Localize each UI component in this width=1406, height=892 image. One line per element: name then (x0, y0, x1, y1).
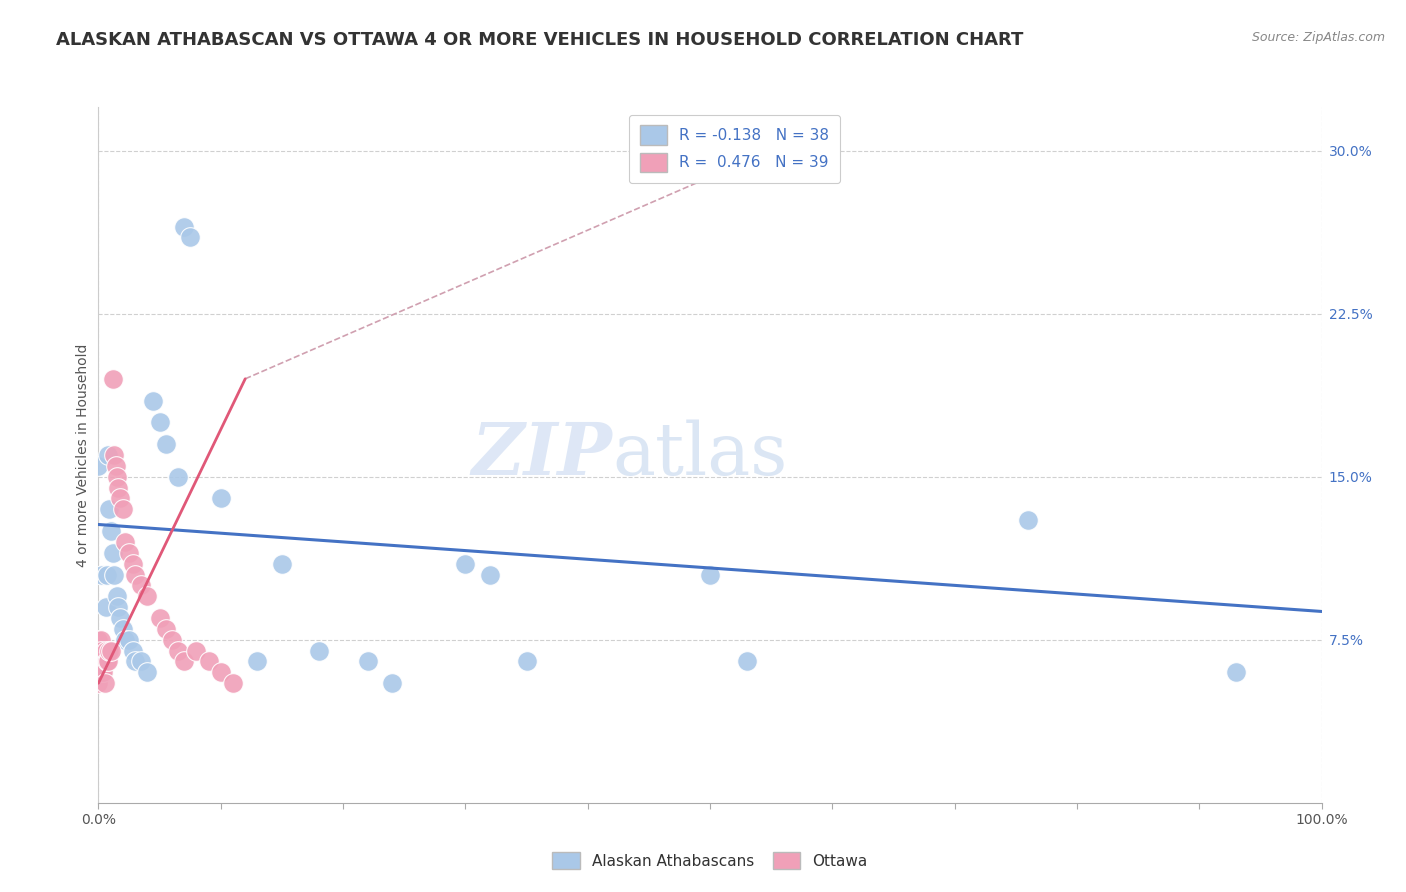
Point (87, 676, 110, 690)
Point (179, 230, 201, 244)
Point (197, 655, 219, 669)
Point (91, 665, 114, 680)
Text: ZIP: ZIP (471, 419, 612, 491)
Point (101, 546, 124, 560)
Point (246, 655, 269, 669)
Point (103, 567, 125, 582)
Point (105, 589, 128, 603)
Point (381, 676, 404, 690)
Point (94, 643, 117, 657)
Point (97, 655, 120, 669)
Point (110, 611, 132, 625)
Point (93, 676, 115, 690)
Point (87, 632, 110, 647)
Point (454, 557, 477, 571)
Point (90, 643, 112, 657)
Point (94, 600, 117, 615)
Point (124, 655, 146, 669)
Point (173, 655, 195, 669)
Point (90, 632, 112, 647)
Point (699, 567, 721, 582)
Point (129, 655, 152, 669)
Point (1225, 665, 1247, 680)
Point (107, 600, 129, 615)
Point (98, 502, 121, 516)
Point (105, 469, 128, 483)
Point (121, 557, 143, 571)
Point (167, 469, 190, 483)
Text: ALASKAN ATHABASCAN VS OTTAWA 4 OR MORE VEHICLES IN HOUSEHOLD CORRELATION CHART: ALASKAN ATHABASCAN VS OTTAWA 4 OR MORE V… (56, 31, 1024, 49)
Point (167, 643, 190, 657)
Point (1017, 513, 1039, 527)
Point (308, 643, 330, 657)
Point (149, 415, 172, 429)
Point (101, 372, 124, 386)
Point (270, 557, 294, 571)
Point (114, 535, 136, 549)
Point (735, 655, 758, 669)
Point (91, 655, 114, 669)
Point (103, 448, 125, 462)
Legend: Alaskan Athabascans, Ottawa: Alaskan Athabascans, Ottawa (543, 843, 877, 879)
Point (186, 643, 208, 657)
Point (124, 567, 146, 582)
Point (100, 524, 122, 538)
Point (142, 393, 165, 408)
Text: Source: ZipAtlas.com: Source: ZipAtlas.com (1251, 31, 1385, 45)
Point (129, 578, 152, 592)
Point (118, 546, 141, 560)
Point (209, 491, 232, 506)
Point (173, 219, 195, 234)
Point (121, 643, 143, 657)
Point (96, 655, 118, 669)
Point (114, 632, 136, 647)
Point (515, 655, 537, 669)
Point (87, 655, 110, 669)
Point (91, 665, 114, 680)
Point (87, 458, 110, 473)
Point (356, 655, 378, 669)
Point (136, 589, 159, 603)
Point (107, 481, 129, 495)
Point (149, 611, 172, 625)
Point (91, 567, 114, 582)
Point (136, 665, 159, 680)
Point (155, 622, 177, 636)
Point (98, 643, 121, 657)
Point (96, 567, 118, 582)
Point (104, 458, 127, 473)
Point (110, 491, 132, 506)
Point (89, 643, 111, 657)
Point (155, 437, 177, 451)
Point (118, 632, 141, 647)
Point (478, 567, 501, 582)
Point (89, 655, 111, 669)
Point (209, 665, 232, 680)
Point (111, 622, 134, 636)
Point (160, 632, 183, 647)
Point (87, 665, 110, 680)
Text: atlas: atlas (612, 419, 787, 491)
Point (222, 676, 245, 690)
Y-axis label: 4 or more Vehicles in Household: 4 or more Vehicles in Household (76, 343, 90, 566)
Point (111, 502, 134, 516)
Point (97, 448, 120, 462)
Point (100, 643, 122, 657)
